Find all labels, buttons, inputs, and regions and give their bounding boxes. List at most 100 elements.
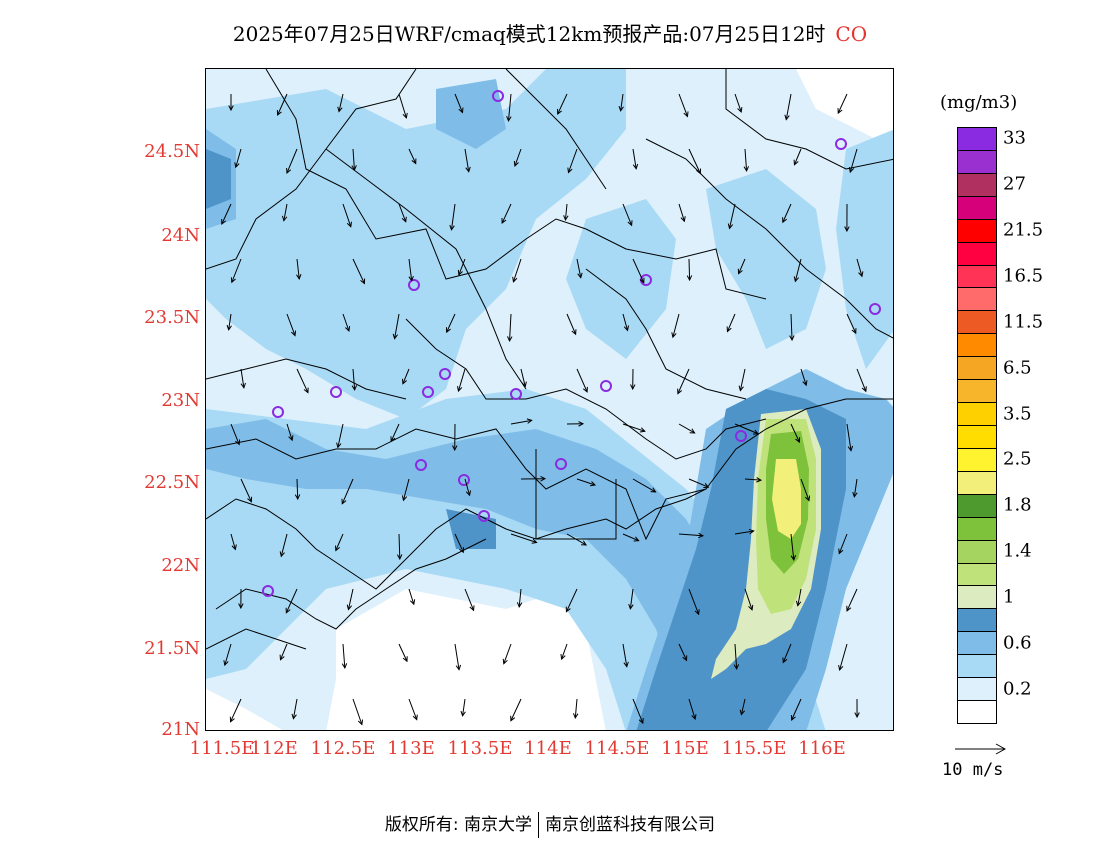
arrow-head	[449, 224, 455, 231]
arrow-head	[682, 655, 688, 662]
wind-reference-label: 10 m/s	[942, 760, 1004, 780]
circle-icon	[869, 303, 881, 315]
arrow-icon	[342, 203, 352, 227]
arrow-icon	[734, 530, 754, 535]
arrow-head	[677, 388, 683, 395]
wind-reference-arrow	[955, 743, 1007, 755]
arrow-head	[357, 719, 364, 726]
arrow-head	[789, 335, 795, 342]
arrow-icon	[342, 313, 350, 332]
arrow-head	[752, 429, 760, 435]
colorbar-tick-label: 3.5	[1003, 403, 1032, 425]
arrow-head	[680, 216, 686, 223]
colorbar-swatch	[957, 562, 997, 587]
arrow-icon	[510, 698, 522, 721]
arrow-head	[739, 709, 745, 716]
colorbar-swatch	[957, 654, 997, 679]
arrow-icon	[292, 698, 298, 719]
arrow-head	[281, 215, 288, 222]
lon-tick-label: 115.5E	[721, 738, 787, 759]
arrow-icon	[398, 203, 407, 222]
arrow-head	[409, 599, 416, 606]
arrow-head	[572, 713, 579, 720]
arrow-head	[748, 528, 755, 535]
arrow-head	[228, 105, 234, 112]
arrow-icon	[800, 368, 807, 386]
lat-tick-label: 23.5N	[144, 307, 200, 328]
arrow-head	[510, 715, 516, 722]
arrow-icon	[856, 258, 863, 277]
arrow-head	[506, 116, 512, 122]
arrow-icon	[464, 148, 470, 172]
colorbar-tick-label: 1.4	[1003, 540, 1032, 562]
arrow-icon	[341, 478, 354, 504]
field-contour-0.8	[206, 149, 231, 209]
map-panel[interactable]	[205, 68, 894, 731]
arrow-icon	[782, 203, 792, 223]
arrow-icon	[296, 258, 300, 279]
arrow-head	[291, 330, 297, 337]
arrow-head	[581, 540, 588, 546]
lat-tick-label: 24.5N	[144, 141, 200, 162]
colorbar-tick-label: 21.5	[1003, 219, 1044, 241]
arrow-head	[737, 268, 743, 275]
circle-icon	[600, 380, 612, 392]
arrow-head	[837, 108, 843, 115]
lon-tick-label: 116E	[798, 738, 846, 759]
arrow-head	[848, 167, 855, 174]
arrow-icon	[286, 423, 293, 441]
colorbar-tick-label: 6.5	[1003, 357, 1032, 379]
lon-tick-label: 111.5E	[189, 738, 255, 759]
colorbar-swatch	[957, 172, 997, 197]
arrow-head	[623, 661, 629, 668]
arrow-head	[247, 496, 253, 503]
colorbar-tick-label: 0.6	[1003, 632, 1032, 654]
arrow-head	[360, 278, 366, 285]
arrow-head	[639, 277, 645, 284]
arrow-head	[748, 604, 754, 611]
colorbar-swatch	[957, 264, 997, 289]
arrow-icon	[230, 698, 242, 722]
circle-icon	[415, 459, 427, 471]
arrow-head	[577, 272, 583, 279]
arrow-head	[512, 276, 518, 283]
arrow-icon	[740, 698, 746, 715]
arrow-head	[686, 275, 693, 282]
arrow-icon	[394, 313, 400, 339]
arrow-head	[469, 605, 475, 612]
arrow-head	[790, 554, 797, 561]
arrow-icon	[567, 148, 578, 173]
arrow-head	[288, 435, 294, 442]
arrow-icon	[462, 698, 466, 716]
title-text: 2025年07月25日WRF/cmaq模式12km预报产品:07月25日12时	[232, 22, 826, 46]
arrow-head	[392, 333, 399, 340]
arrow-icon	[510, 533, 537, 543]
arrow-icon	[790, 423, 800, 443]
arrow-icon	[744, 478, 761, 481]
colorbar-swatch	[957, 356, 997, 381]
colorbar-swatch	[957, 470, 997, 495]
arrow-icon	[408, 698, 418, 720]
arrow-head	[234, 162, 240, 169]
arrow-head	[390, 436, 396, 443]
arrow-icon	[782, 643, 792, 663]
arrow-icon	[688, 698, 696, 720]
arrow-head	[460, 710, 466, 717]
arrow-head	[782, 217, 788, 224]
arrow-icon	[446, 313, 456, 333]
arrow-icon	[231, 258, 242, 283]
arrow-head	[793, 276, 800, 283]
colorbar-swatch	[957, 310, 997, 335]
arrow-head	[291, 713, 297, 720]
arrow-head	[465, 490, 472, 497]
field-contour-0.4	[206, 69, 626, 419]
arrow-icon	[688, 258, 691, 281]
arrow-head	[337, 106, 343, 113]
lon-tick-label: 113E	[387, 738, 435, 759]
arrow-icon	[352, 148, 355, 170]
arrow-icon	[286, 313, 296, 336]
low-value-area	[206, 689, 283, 730]
colorbar-swatch	[957, 700, 997, 724]
arrow-head	[793, 159, 799, 166]
arrow-icon	[503, 643, 512, 664]
